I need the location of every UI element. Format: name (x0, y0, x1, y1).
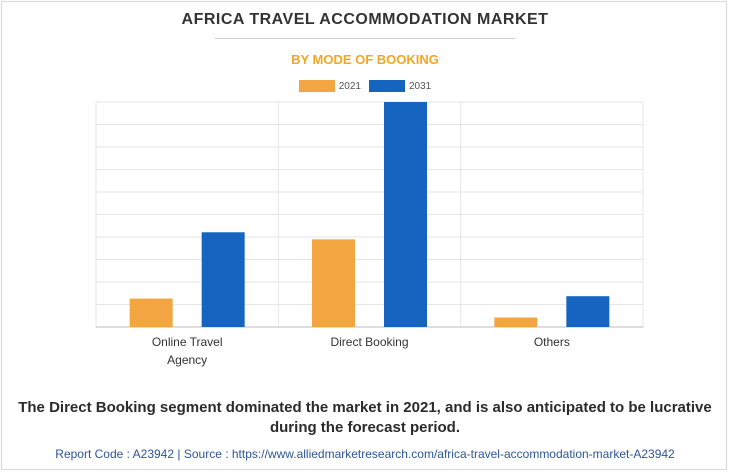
x-tick-label: Online Travel (152, 335, 223, 349)
legend-swatch-2031 (369, 80, 405, 92)
chart-title: AFRICA TRAVEL ACCOMMODATION MARKET (181, 11, 549, 28)
legend-swatch-2021 (298, 80, 335, 92)
bar-2021-others (494, 317, 538, 327)
chart-subtitle: BY MODE OF BOOKING (291, 52, 439, 67)
source-text: Source : https://www.alliedmarketresearc… (183, 447, 675, 461)
legend-label-2021: 2021 (338, 80, 361, 92)
title-divider (215, 38, 515, 39)
source-line: Report Code : A23942 | Source : https://… (0, 447, 730, 461)
chart-footnote: The Direct Booking segment dominated the… (18, 399, 712, 436)
bar-2031-direct-booking (384, 102, 427, 327)
x-tick-label: Others (534, 335, 570, 349)
report-code: Report Code : A23942 (55, 447, 175, 461)
x-tick-label: Agency (167, 353, 207, 367)
legend-label-2031: 2031 (409, 80, 432, 92)
legend-item-2031[interactable]: 2031 (369, 80, 431, 92)
legend-item-2021[interactable]: 2021 (298, 80, 361, 92)
bar-2031-online-travel-agency (201, 232, 245, 327)
chart-legend: 2021 2031 (0, 80, 730, 92)
bar-2021-direct-booking (312, 239, 355, 327)
bar-2031-others (566, 296, 610, 327)
bar-2021-online-travel-agency (129, 298, 173, 327)
source-separator: | (177, 447, 181, 461)
x-tick-label: Direct Booking (330, 335, 408, 349)
